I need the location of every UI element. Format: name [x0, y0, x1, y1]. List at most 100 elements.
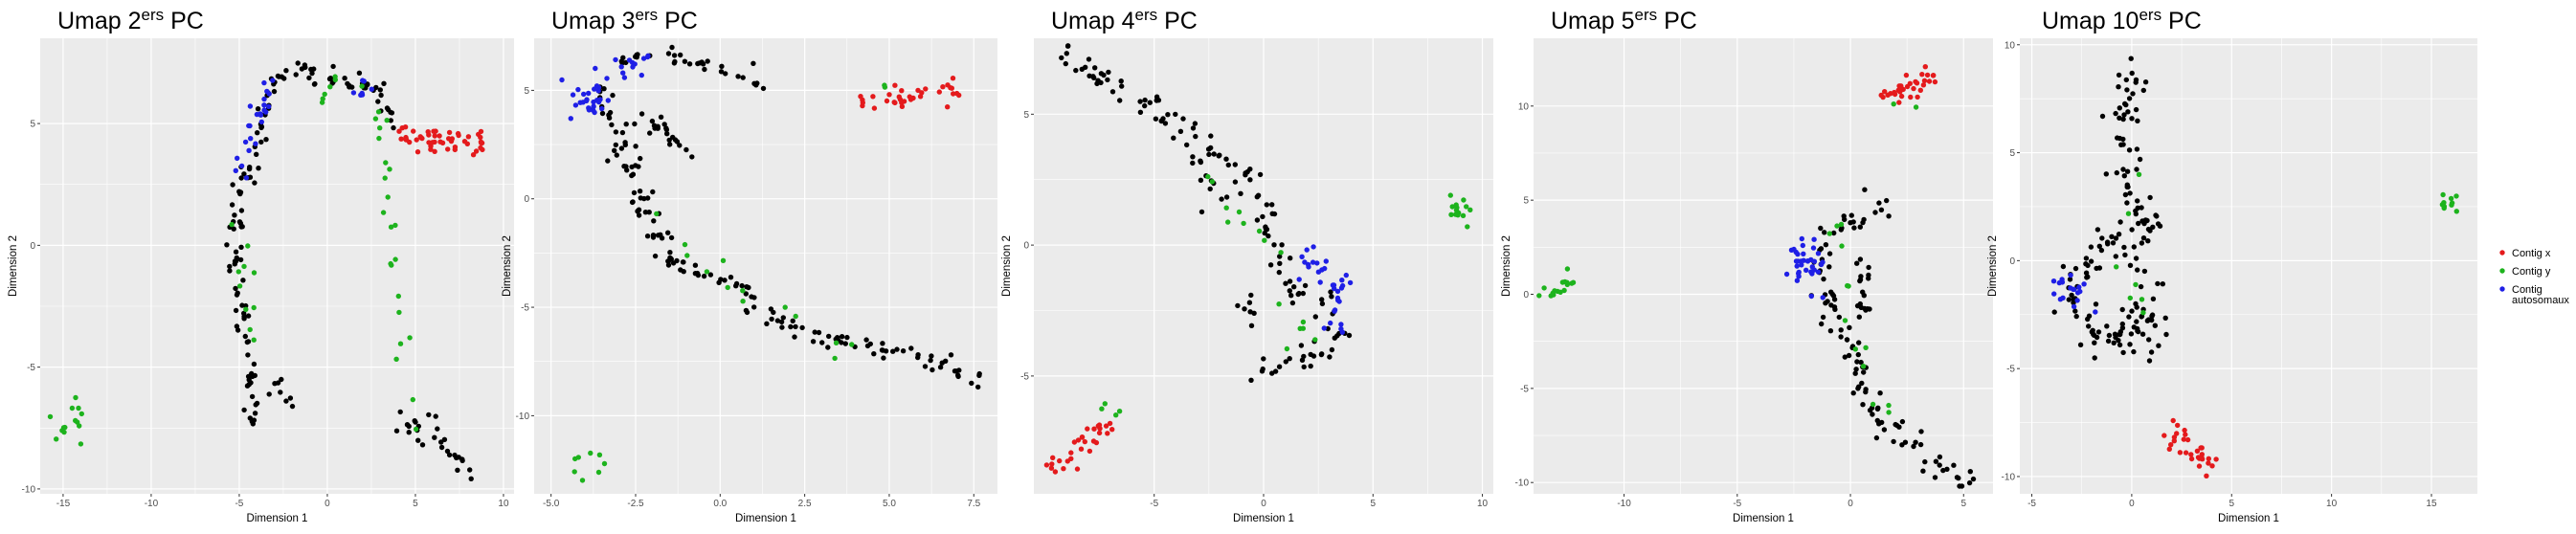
point-contig-y	[1209, 179, 1216, 185]
point-black	[607, 109, 614, 116]
point-black	[233, 307, 239, 314]
point-contig-x	[1064, 458, 1071, 464]
point-black	[2088, 258, 2094, 264]
point-black	[792, 334, 797, 340]
point-contig-autosomaux	[1334, 288, 1341, 295]
point-black	[256, 166, 261, 171]
point-black	[2133, 79, 2139, 85]
point-black	[2129, 227, 2135, 233]
point-black	[819, 340, 825, 345]
point-black	[1173, 111, 1178, 118]
chart-panel-3: -5 0 5 10 -5 0 5 Umap 4ers PC Dimension 1 Dimensi…	[1001, 6, 1493, 524]
point-black	[2163, 331, 2169, 338]
point-black	[283, 68, 289, 74]
point-black	[601, 86, 607, 92]
point-contig-autosomaux	[570, 92, 576, 98]
point-contig-y	[1453, 202, 1459, 208]
point-contig-y	[407, 335, 413, 341]
point-contig-x	[446, 129, 453, 136]
point-contig-x	[1932, 78, 1938, 85]
point-black	[229, 202, 235, 208]
point-black	[1346, 332, 1353, 339]
point-black	[750, 60, 756, 66]
point-black	[1142, 102, 1148, 109]
point-black	[230, 182, 235, 188]
x-tick-label: 7.5	[967, 499, 980, 509]
x-tick-label: -10	[1617, 499, 1631, 509]
y-tick-label: -5	[521, 303, 529, 314]
point-black	[281, 76, 287, 81]
point-contig-x	[2194, 448, 2201, 454]
point-contig-x	[2204, 473, 2209, 478]
point-black	[1073, 67, 1079, 74]
point-contig-y	[1453, 207, 1460, 213]
point-contig-autosomaux	[2077, 288, 2083, 295]
point-black	[779, 324, 785, 330]
point-contig-x	[432, 139, 437, 145]
point-black	[733, 283, 739, 289]
point-contig-x	[1920, 82, 1927, 88]
point-contig-x	[470, 152, 477, 158]
point-black	[769, 316, 774, 323]
point-black	[289, 403, 296, 410]
point-contig-y	[332, 74, 338, 79]
point-black	[238, 175, 244, 181]
x-tick-label: 0	[1848, 499, 1853, 509]
point-contig-x	[2175, 422, 2181, 429]
point-black	[244, 339, 250, 345]
point-contig-autosomaux	[1322, 265, 1328, 272]
point-contig-x	[418, 135, 424, 141]
point-black	[1283, 359, 1289, 365]
point-contig-x	[950, 76, 956, 81]
point-black	[835, 335, 840, 341]
x-tick-label: 10	[498, 499, 509, 509]
point-black	[2051, 309, 2057, 315]
point-black	[735, 74, 741, 79]
point-black	[1918, 429, 1924, 434]
point-black	[1859, 380, 1865, 387]
point-contig-y	[383, 160, 389, 166]
point-contig-x	[1049, 461, 1055, 467]
point-contig-y	[251, 337, 257, 343]
point-contig-y	[1276, 301, 1282, 307]
point-contig-autosomaux	[1335, 298, 1341, 303]
point-black	[311, 66, 317, 72]
point-black	[1153, 116, 1159, 122]
point-contig-x	[456, 132, 461, 139]
point-contig-autosomaux	[2050, 278, 2057, 284]
point-contig-y	[2440, 191, 2446, 198]
point-black	[2139, 331, 2146, 337]
point-black	[864, 343, 871, 349]
point-black	[266, 391, 272, 397]
point-contig-y	[236, 283, 243, 289]
point-contig-y	[384, 118, 390, 123]
x-tick-label: 5.0	[883, 499, 896, 509]
point-contig-y	[251, 270, 258, 276]
point-contig-autosomaux	[626, 57, 633, 63]
point-contig-autosomaux	[1820, 295, 1826, 300]
point-black	[670, 134, 676, 141]
x-axis-label: Dimension 1	[1233, 513, 1294, 524]
point-black	[1940, 467, 1946, 474]
point-black	[1818, 246, 1825, 252]
point-contig-y	[601, 460, 608, 467]
point-black	[953, 368, 959, 374]
point-black	[2124, 200, 2130, 206]
point-black	[1272, 368, 1279, 374]
point-black	[1860, 402, 1866, 408]
point-black	[1177, 128, 1184, 134]
point-contig-y	[1461, 197, 1467, 203]
chart-title-superscript: ers	[1635, 6, 1658, 24]
point-black	[1142, 97, 1148, 103]
point-contig-y	[1846, 283, 1851, 289]
point-contig-y	[849, 342, 855, 347]
point-black	[2112, 331, 2118, 337]
legend-label: Contig	[2512, 284, 2542, 296]
point-contig-autosomaux	[2060, 295, 2066, 300]
point-contig-y	[793, 313, 798, 320]
x-tick-label: 5	[1371, 499, 1377, 509]
point-black	[2120, 349, 2126, 356]
point-black	[1818, 225, 1824, 232]
point-black	[702, 66, 707, 73]
point-contig-y	[388, 224, 394, 230]
